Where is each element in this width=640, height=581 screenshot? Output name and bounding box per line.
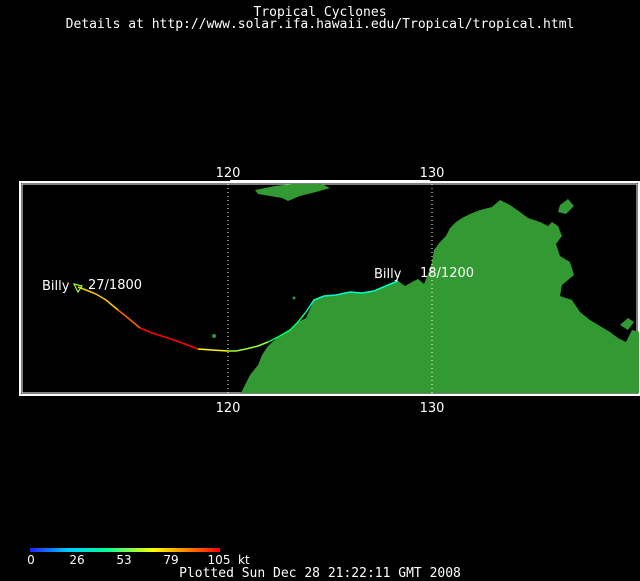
plotted-timestamp: Plotted Sun Dec 28 21:22:11 GMT 2008: [179, 566, 461, 581]
page-subtitle: Details at http://www.solar.ifa.hawaii.e…: [65, 17, 575, 32]
storm-start-marker: [72, 283, 83, 294]
storm-track: [77, 280, 399, 352]
intensity-legend-bar: [30, 548, 220, 552]
lon-tick-bottom-130: 130: [420, 401, 445, 416]
legend-tick-53: 53: [116, 553, 131, 567]
page-title: Tropical Cyclones: [253, 5, 387, 20]
legend-tick-0: 0: [27, 553, 35, 567]
lon-tick-top-130: 130: [420, 166, 445, 181]
storm-name-start: Billy: [42, 279, 70, 294]
legend-tick-105: 105: [208, 553, 231, 567]
legend-tick-26: 26: [69, 553, 84, 567]
australia-land: [212, 184, 639, 393]
legend-tick-79: 79: [163, 553, 178, 567]
lon-tick-top-120: 120: [216, 166, 241, 181]
storm-label-end: 18/1200: [420, 266, 474, 281]
lon-tick-bottom-120: 120: [216, 401, 241, 416]
storm-label-start: 27/1800: [88, 278, 142, 293]
storm-name-end: Billy: [374, 267, 402, 282]
frame-highlight: [230, 180, 430, 183]
legend-unit: kt: [238, 553, 250, 567]
